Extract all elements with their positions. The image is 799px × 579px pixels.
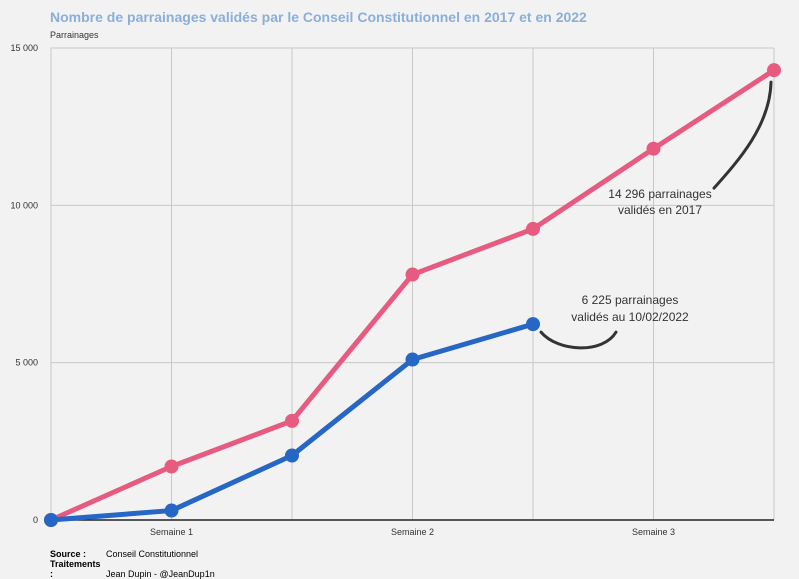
y-tick-label: 15 000 (10, 43, 38, 53)
data-point (44, 513, 58, 527)
data-point (164, 459, 179, 474)
source-label: Source : (50, 549, 87, 559)
treatment-line: Traitements : Jean Dupin - @JeanDup1n (50, 559, 215, 579)
chart-title: Nombre de parrainages validés par le Con… (50, 9, 587, 25)
footer: Source : Conseil Constitutionnel Traiteme… (50, 549, 215, 579)
annotation-arrow-2017 (712, 80, 773, 190)
y-axis-label: Parrainages (50, 30, 99, 40)
data-point (285, 448, 299, 463)
data-point (526, 221, 540, 236)
y-tick-label: 5 000 (15, 358, 38, 368)
annotation-2017-text: 14 296 parrainages (608, 187, 711, 201)
annotation-2022-text: validés au 10/02/2022 (571, 310, 689, 324)
source-value: Conseil Constitutionnel (106, 549, 199, 559)
annotation-2017-text: validés en 2017 (618, 203, 702, 217)
x-tick-label: Semaine 1 (150, 527, 193, 537)
treatment-value: Jean Dupin - @JeanDup1n (106, 569, 215, 579)
y-tick-label: 10 000 (10, 200, 38, 210)
source-line: Source : Conseil Constitutionnel (50, 549, 215, 559)
data-point (646, 141, 661, 156)
data-point (405, 267, 420, 282)
data-point (164, 503, 179, 518)
y-tick-label: 0 (33, 515, 38, 525)
data-point (767, 63, 781, 78)
annotation-2022-text: 6 225 parrainages (582, 293, 679, 307)
x-tick-label: Semaine 2 (391, 527, 434, 537)
treatment-label: Traitements : (50, 559, 101, 579)
data-point (405, 352, 420, 367)
data-point (526, 317, 540, 332)
annotation-arrow-2022 (539, 330, 618, 350)
x-tick-label: Semaine 3 (632, 527, 675, 537)
data-point (285, 413, 299, 428)
